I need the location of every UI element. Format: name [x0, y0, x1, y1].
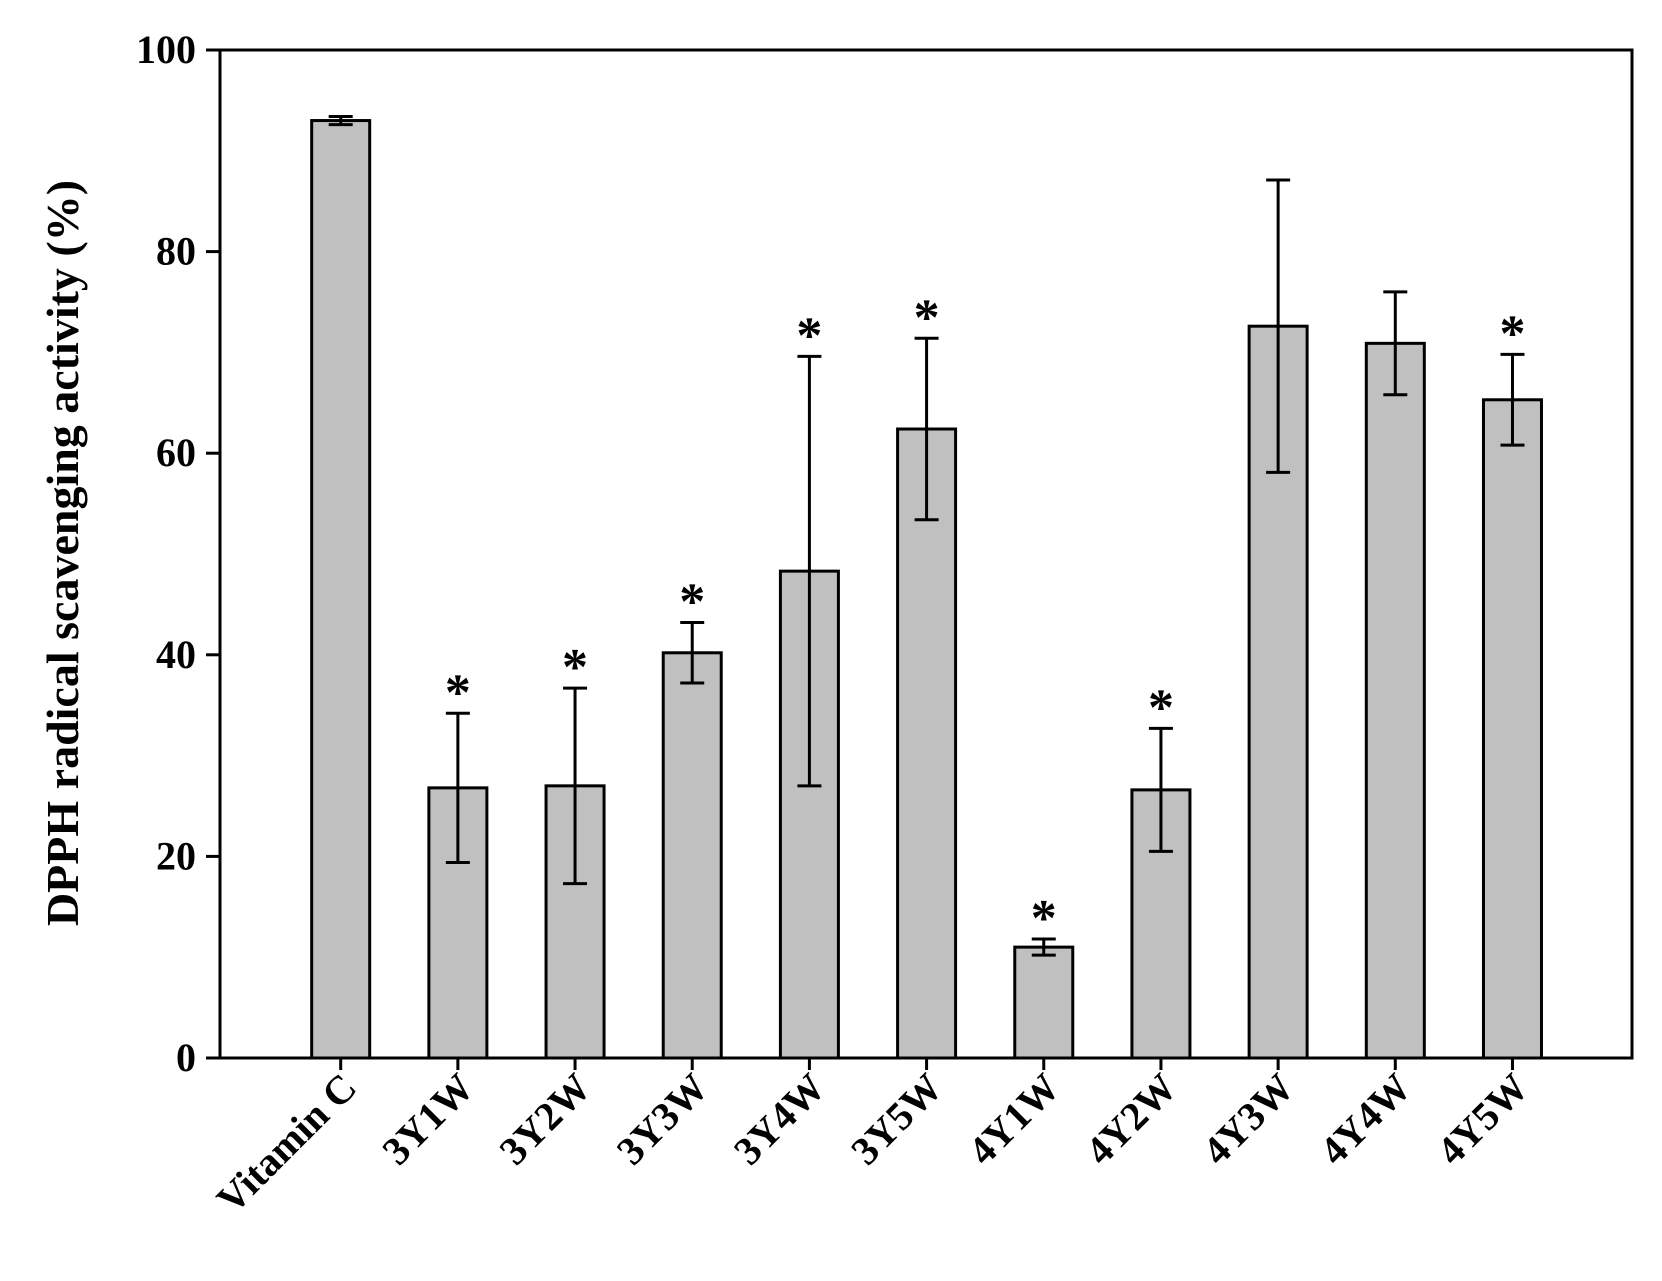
significance-marker: *	[679, 574, 705, 631]
bars-group: * * * * * * * *	[310, 115, 1543, 1060]
y-axis-title: DPPH radical scavenging activity (%)	[37, 180, 88, 926]
y-tick-label: 40	[156, 632, 196, 677]
significance-marker: *	[445, 664, 471, 721]
significance-marker: *	[914, 289, 940, 346]
bar	[310, 119, 372, 1060]
x-tick-label: 3Y2W	[491, 1065, 600, 1174]
x-tick-label: 4Y2W	[1076, 1065, 1185, 1174]
significance-marker: *	[1031, 890, 1057, 947]
x-tick-label: 4Y5W	[1428, 1065, 1537, 1174]
bar	[896, 427, 958, 1060]
y-tick-label: 0	[176, 1035, 196, 1080]
x-tick-label: 4Y1W	[959, 1065, 1068, 1174]
significance-marker: *	[1148, 679, 1174, 736]
y-tick-label: 60	[156, 430, 196, 475]
x-tick-label: Vitamin C	[208, 1065, 365, 1222]
y-tick-label: 20	[156, 833, 196, 878]
significance-marker: *	[562, 639, 588, 696]
significance-marker: *	[796, 307, 822, 364]
x-tick-label: 3Y3W	[608, 1065, 717, 1174]
bar	[1481, 398, 1543, 1060]
y-tick-label: 80	[156, 229, 196, 274]
x-tick-label: 3Y5W	[842, 1065, 951, 1174]
bar	[1013, 945, 1075, 1060]
significance-marker: *	[1499, 305, 1525, 362]
x-tick-label: 4Y3W	[1194, 1065, 1303, 1174]
x-axis-labels: Vitamin C 3Y1W 3Y2W 3Y3W 3Y4W 3Y5W 4Y1W 4Y2W 4Y3…	[208, 1058, 1537, 1222]
x-tick-label: 4Y4W	[1311, 1065, 1420, 1174]
x-tick-label: 3Y4W	[725, 1065, 834, 1174]
y-axis: 0 20 40 60 80 100	[136, 27, 220, 1080]
y-tick-label: 100	[136, 27, 196, 72]
x-tick-label: 3Y1W	[373, 1065, 482, 1174]
bar	[1364, 341, 1426, 1060]
bar	[661, 651, 723, 1060]
